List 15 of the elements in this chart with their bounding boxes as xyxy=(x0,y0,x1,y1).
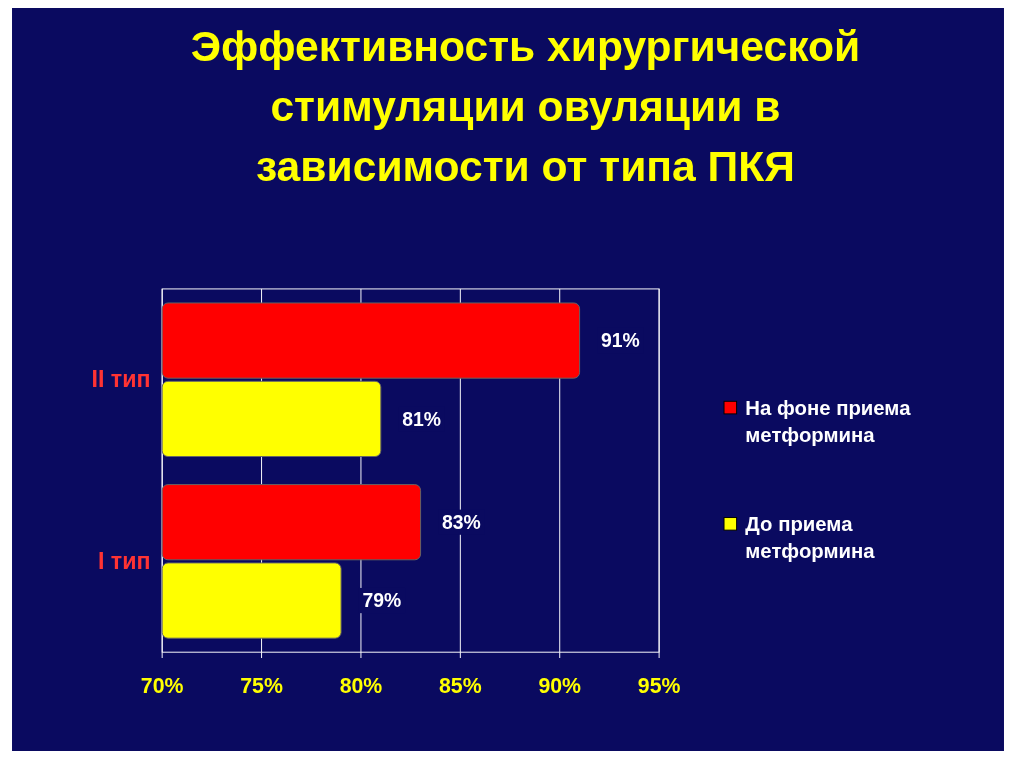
data-label: 79% xyxy=(362,589,402,612)
x-tick-label: 70% xyxy=(140,673,184,698)
data-label: 81% xyxy=(402,407,441,430)
x-tick-label: 90% xyxy=(538,673,582,698)
x-tick-label: 95% xyxy=(637,673,681,698)
chart-title: Эффективность хирургической стимуляции овуляции в зависимости от типа ПКЯ xyxy=(190,22,861,191)
data-label: 91% xyxy=(600,329,640,352)
y-tick-label: II тип xyxy=(91,366,151,393)
x-tick-label: 80% xyxy=(339,673,383,698)
x-tick-label: 85% xyxy=(439,673,482,698)
legend-label: До приема метформина xyxy=(745,513,876,563)
y-tick-label: I тип xyxy=(97,548,151,575)
data-label: 83% xyxy=(441,510,481,533)
x-tick-label: 75% xyxy=(240,673,283,698)
legend-label: На фоне приема метформина xyxy=(745,396,912,446)
